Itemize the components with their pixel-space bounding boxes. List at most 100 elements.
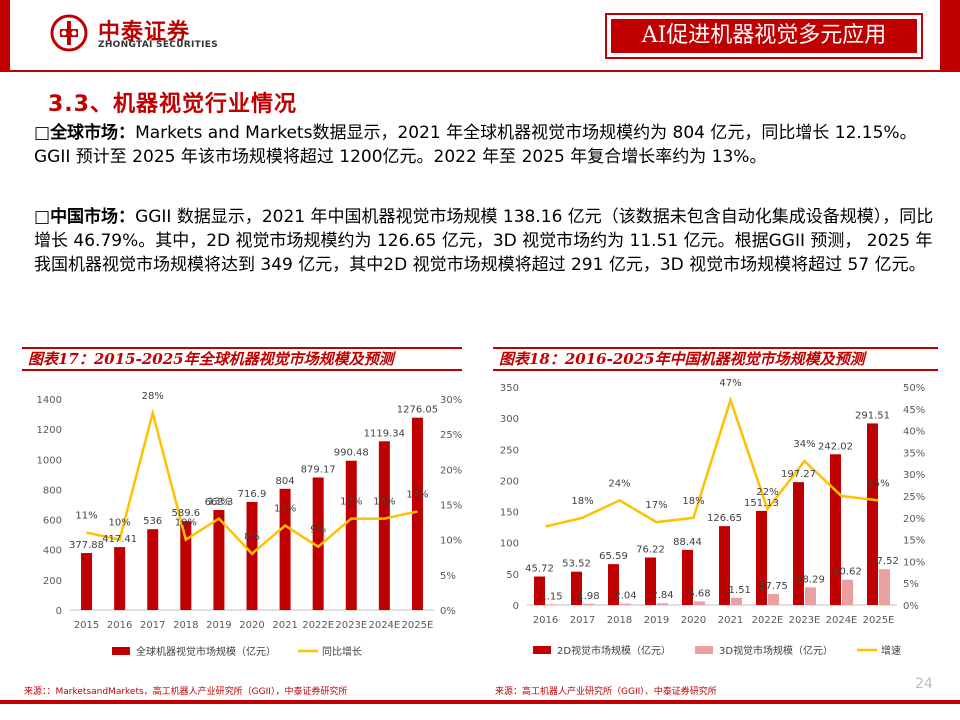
line-data-label: 8% [244,532,260,543]
bar-data-label: 5.68 [688,588,710,599]
line-data-label: 25% [867,478,889,489]
paragraph-lead: 全球市场： [50,123,136,143]
checkbox-glyph: □ [34,207,51,227]
x-tick-label: 2018 [607,615,632,626]
growth-line [86,408,418,556]
y2-tick-label: 45% [903,405,925,416]
bar [378,441,390,610]
bar-data-label: 40.62 [833,567,862,578]
bar-data-label: 804 [276,476,295,487]
x-tick-label: 2024E [826,615,858,626]
bar [411,417,423,610]
bar-data-label: 2.84 [651,590,673,601]
y2-tick-label: 0% [903,601,919,612]
bar-data-label: 53.52 [562,559,591,570]
y-tick-label: 350 [500,383,519,394]
line-data-label: 10% [109,518,131,529]
y2-tick-label: 0% [440,606,456,617]
line-data-label: 24% [608,478,630,489]
legend-label: 2D视觉市场规模（亿元） [557,644,671,657]
x-tick-label: 2020 [681,615,706,626]
line-data-label: 12% [274,504,296,515]
y2-tick-label: 20% [440,465,462,476]
bar-data-label: 197.27 [781,469,816,480]
bar-data-label: 589.6 [171,508,200,519]
bar-data-label: 88.44 [673,537,702,548]
y2-tick-label: 10% [903,557,925,568]
bar [147,529,159,610]
x-tick-label: 2015 [74,620,99,631]
y-tick-label: 0 [56,606,62,617]
line-data-label: 14% [406,490,428,501]
y-tick-label: 1200 [37,425,62,436]
bar-data-label: 11.51 [722,585,751,596]
bar-data-label: 126.65 [707,513,742,524]
x-tick-label: 2017 [570,615,595,626]
line-data-label: 47% [719,378,741,389]
x-tick-label: 2022E [752,615,784,626]
chart18-svg: 0 50 100 150 200 250 300 350 0% 5% 10% 15% 20% 25% 30%… [500,378,925,657]
x-tick-label: 2025E [402,620,434,631]
y-tick-label: 0 [513,601,519,612]
y-tick-label: 400 [43,546,62,557]
line-data-label: 13% [208,497,230,508]
y2-tick-label: 15% [903,536,925,547]
y-tick-label: 1000 [37,455,62,466]
y-tick-label: 200 [500,476,519,487]
bar [756,510,767,605]
chart18-title: 图表18：2016-2025年中国机器视觉市场规模及预测 [493,347,938,371]
chart17-title: 图表17：2015-2025年全球机器视觉市场规模及预测 [22,347,462,371]
bar-data-label: 28.29 [796,574,825,585]
x-tick-label: 2018 [173,620,198,631]
x-tick-label: 2019 [644,615,669,626]
page-number: 24 [915,676,933,692]
bar [571,571,582,605]
y-tick-label: 800 [43,485,62,496]
x-tick-label: 2016 [107,620,132,631]
logo-text-cn: 中泰证券 [98,20,191,45]
y2-tick-label: 10% [440,536,462,547]
y2-tick-label: 35% [903,448,925,459]
paragraph-text: Markets and Markets数据显示，2021 年全球机器视觉市场规模… [34,123,917,167]
bar-data-label: 716.9 [238,489,267,500]
bar [312,477,324,610]
bar [608,564,619,605]
paragraph-lead: 中国市场： [50,207,136,227]
bar-data-label: 291.51 [855,410,890,421]
bar-data-label: 45.72 [525,564,554,575]
legend-swatch [695,646,713,654]
bar-data-label: 879.17 [301,464,336,475]
logo-text-en: ZHONGTAI SECURITIES [98,40,218,50]
x-tick-label: 2023E [789,615,821,626]
y2-tick-label: 40% [903,427,925,438]
bar [731,597,742,605]
header-divider [0,70,960,72]
bar-data-label: 151.13 [744,498,779,509]
y2-tick-label: 50% [903,383,925,394]
bar-data-label: 990.48 [334,448,369,459]
x-tick-label: 2019 [206,620,231,631]
line-data-label: 10% [175,518,197,529]
bar-data-label: 1119.34 [364,428,405,439]
bar [534,576,545,605]
y2-tick-label: 5% [903,579,919,590]
y2-tick-label: 25% [440,430,462,441]
bar-data-label: 242.02 [818,441,853,452]
bar [842,579,853,605]
bar-data-label: 663.3 [205,497,234,508]
chart17-svg: 0 200 400 600 800 1000 1200 1400 0% 5% 10% 15% 20% 25… [37,391,462,658]
bar [682,549,693,605]
bar-data-label: 2.04 [614,591,636,602]
y-tick-label: 100 [500,539,519,550]
bar-data-label: 377.88 [69,540,104,551]
line-data-label: 22% [756,487,778,498]
bar-data-label: 57.52 [870,556,899,567]
line-data-label: 11% [75,511,97,522]
bar [620,603,631,605]
bar [830,454,841,605]
y2-tick-label: 30% [440,395,462,406]
line-data-label: 18% [571,496,593,507]
bar [546,604,557,605]
y2-tick-label: 5% [440,571,456,582]
header-title: AI促进机器视觉多元应用 [611,19,917,53]
